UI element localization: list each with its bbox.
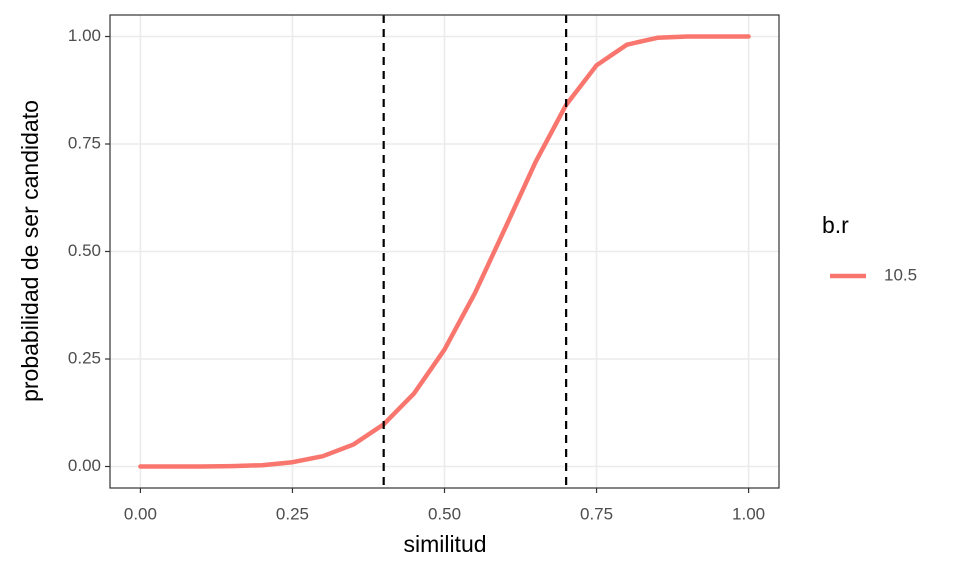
legend-label: 10.5 (884, 265, 917, 284)
legend: 10.5 (830, 265, 917, 284)
x-tick-label: 0.00 (124, 504, 157, 523)
x-axis-title: similitud (403, 531, 486, 557)
x-tick-label: 1.00 (732, 504, 765, 523)
y-axis-title: probabilidad de ser candidato (17, 100, 43, 402)
y-tick-label: 0.25 (68, 348, 101, 367)
x-tick-label: 0.75 (580, 504, 613, 523)
grid-layer (110, 15, 779, 488)
x-tick-label: 0.25 (276, 504, 309, 523)
y-tick-label: 1.00 (68, 26, 101, 45)
y-tick-label: 0.50 (68, 241, 101, 260)
marks-layer (138, 15, 751, 488)
legend-title: b.r (822, 212, 849, 238)
y-tick-label: 0.00 (68, 456, 101, 475)
x-tick-label: 0.50 (428, 504, 461, 523)
line-series (138, 34, 751, 469)
y-tick-label: 0.75 (68, 133, 101, 152)
